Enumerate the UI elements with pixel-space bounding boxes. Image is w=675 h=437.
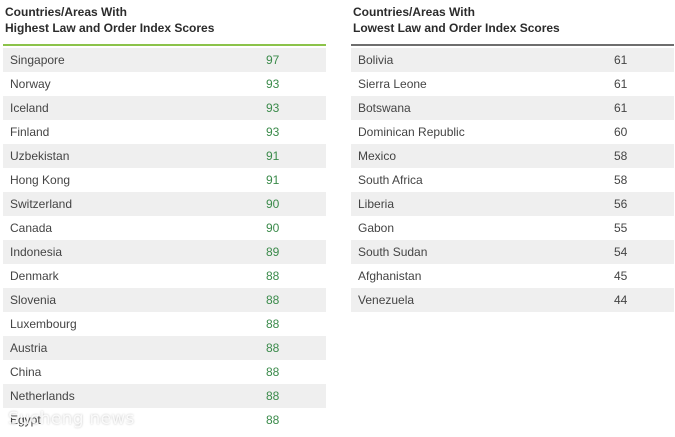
table-row: Canada 90 (3, 216, 326, 240)
index-score: 88 (266, 341, 280, 355)
index-score: 97 (266, 53, 280, 67)
index-score: 61 (614, 77, 628, 91)
table-row: Dominican Republic 60 (351, 120, 674, 144)
table-row: Mexico 58 (351, 144, 674, 168)
table-row: Botswana 61 (351, 96, 674, 120)
table-row: Egypt 88 (3, 408, 326, 432)
lowest-title-line1: Countries/Areas With (353, 5, 475, 19)
index-score: 61 (614, 53, 628, 67)
highest-title-rule (3, 44, 326, 46)
table-row: Uzbekistan 91 (3, 144, 326, 168)
country-name: Indonesia (10, 245, 63, 259)
table-row: Slovenia 88 (3, 288, 326, 312)
table-row: Indonesia 89 (3, 240, 326, 264)
country-name: Liberia (358, 197, 395, 211)
lowest-scores-rows: Bolivia 61 Sierra Leone 61 Botswana 61 Dominic… (351, 48, 674, 312)
index-score: 56 (614, 197, 628, 211)
country-name: Mexico (358, 149, 397, 163)
index-score: 88 (266, 293, 280, 307)
table-row: Hong Kong 91 (3, 168, 326, 192)
country-name: Norway (10, 77, 51, 91)
table-row: Bolivia 61 (351, 48, 674, 72)
table-row: Finland 93 (3, 120, 326, 144)
country-name: Uzbekistan (10, 149, 70, 163)
index-score: 91 (266, 149, 280, 163)
country-name: Afghanistan (358, 269, 422, 283)
country-name: Finland (10, 125, 50, 139)
table-row: China 88 (3, 360, 326, 384)
index-score: 88 (266, 317, 280, 331)
table-row: South Africa 58 (351, 168, 674, 192)
table-row: Sierra Leone 61 (351, 72, 674, 96)
table-row: Austria 88 (3, 336, 326, 360)
index-score: 88 (266, 365, 280, 379)
country-name: Iceland (10, 101, 49, 115)
country-name: Venezuela (358, 293, 415, 307)
table-row: Afghanistan 45 (351, 264, 674, 288)
lowest-title-line2: Lowest Law and Order Index Scores (353, 21, 560, 35)
index-score: 45 (614, 269, 628, 283)
country-name: Switzerland (10, 197, 73, 211)
country-name: Sierra Leone (358, 77, 427, 91)
lowest-scores-table: Countries/Areas With Lowest Law and Orde… (351, 0, 674, 312)
country-name: Denmark (10, 269, 59, 283)
index-score: 58 (614, 149, 628, 163)
table-row: Gabon 55 (351, 216, 674, 240)
table-row: South Sudan 54 (351, 240, 674, 264)
index-score: 58 (614, 173, 628, 187)
index-score: 54 (614, 245, 628, 259)
country-name: Singapore (10, 53, 65, 67)
table-row: Iceland 93 (3, 96, 326, 120)
index-score: 93 (266, 77, 280, 91)
table-row: Switzerland 90 (3, 192, 326, 216)
highest-scores-rows: Singapore 97 Norway 93 Iceland 93 Finland 93 Uzb… (3, 48, 326, 432)
table-row: Netherlands 88 (3, 384, 326, 408)
highest-scores-title: Countries/Areas With Highest Law and Ord… (3, 0, 326, 36)
table-row: Norway 93 (3, 72, 326, 96)
index-score: 91 (266, 173, 280, 187)
country-name: Austria (10, 341, 48, 355)
country-name: Slovenia (10, 293, 57, 307)
country-name: Botswana (358, 101, 411, 115)
table-row: Luxembourg 88 (3, 312, 326, 336)
index-score: 44 (614, 293, 628, 307)
country-name: Bolivia (358, 53, 394, 67)
country-name: Gabon (358, 221, 395, 235)
index-score: 88 (266, 389, 280, 403)
country-name: Luxembourg (10, 317, 77, 331)
table-row: Venezuela 44 (351, 288, 674, 312)
index-score: 93 (266, 125, 280, 139)
index-score: 90 (266, 197, 280, 211)
index-score: 60 (614, 125, 628, 139)
index-score: 88 (266, 269, 280, 283)
country-name: South Africa (358, 173, 423, 187)
country-name: Egypt (10, 413, 41, 427)
index-score: 55 (614, 221, 628, 235)
table-row: Liberia 56 (351, 192, 674, 216)
highest-title-line2: Highest Law and Order Index Scores (5, 21, 215, 35)
highest-title-line1: Countries/Areas With (5, 5, 127, 19)
index-score: 90 (266, 221, 280, 235)
index-score: 93 (266, 101, 280, 115)
index-score: 61 (614, 101, 628, 115)
index-score: 88 (266, 413, 280, 427)
lowest-title-rule (351, 44, 674, 46)
country-name: Hong Kong (10, 173, 71, 187)
index-score: 89 (266, 245, 280, 259)
country-name: South Sudan (358, 245, 428, 259)
country-name: Canada (10, 221, 53, 235)
table-row: Denmark 88 (3, 264, 326, 288)
lowest-scores-title: Countries/Areas With Lowest Law and Orde… (351, 0, 674, 36)
country-name: Netherlands (10, 389, 75, 403)
table-row: Singapore 97 (3, 48, 326, 72)
highest-scores-table: Countries/Areas With Highest Law and Ord… (3, 0, 326, 432)
country-name: China (10, 365, 42, 379)
country-name: Dominican Republic (358, 125, 465, 139)
